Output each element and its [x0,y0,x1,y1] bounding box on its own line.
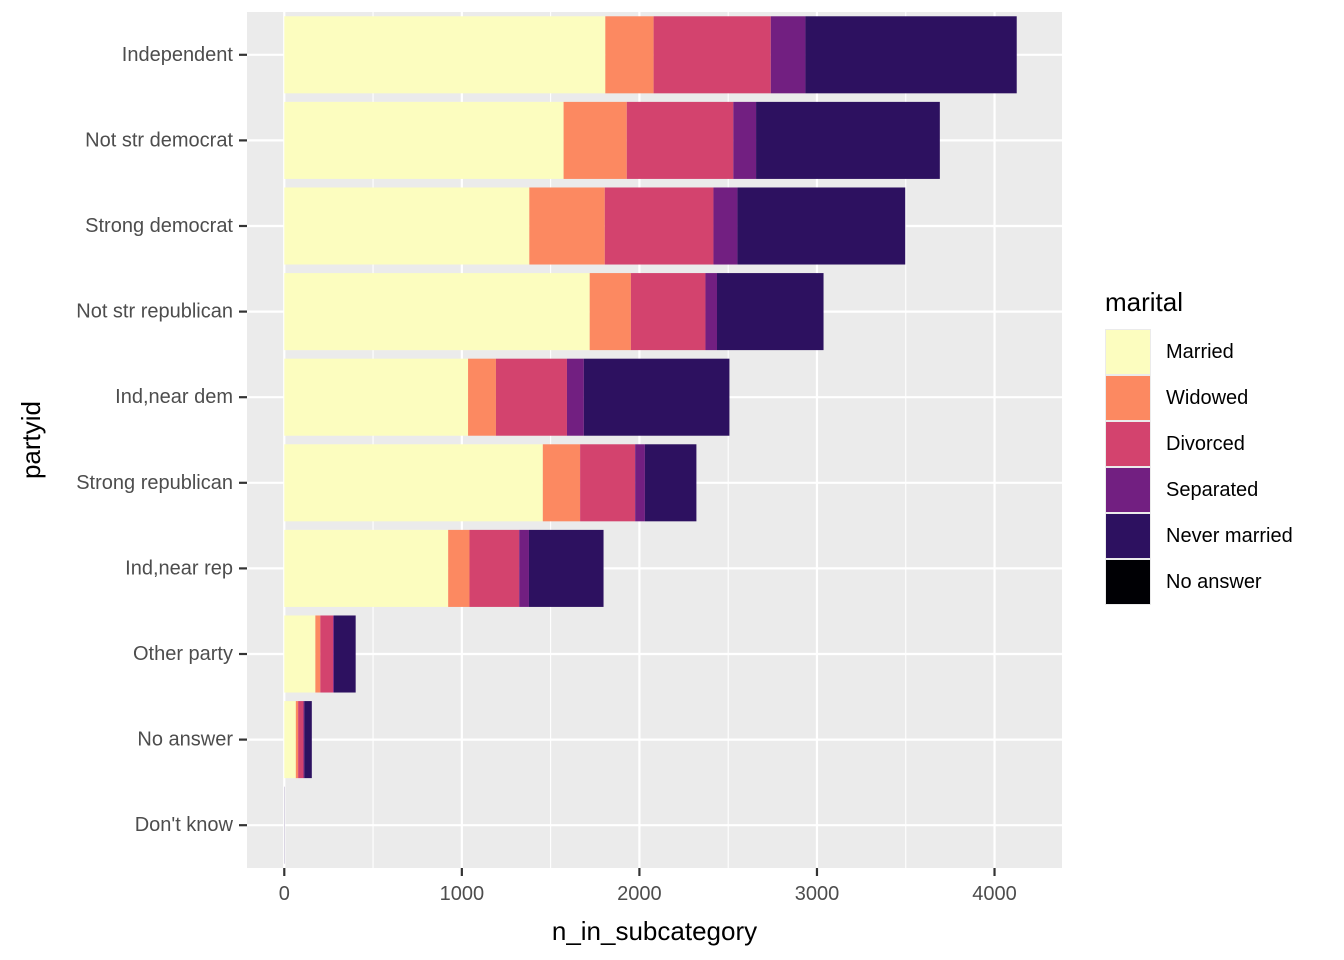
bar-segment-divorced [580,444,636,522]
bar-segment-never-married [717,273,824,351]
bar-segment-widowed [295,701,299,779]
bar-segment-widowed [529,187,605,265]
bar-segment-never-married [528,529,604,607]
legend-title: marital [1105,287,1183,317]
bar-segment-married [284,444,543,522]
bar-segment-married [284,529,449,607]
bar-segment-separated [733,101,757,179]
bar-segment-divorced [320,615,334,693]
x-axis: 0 1000 2000 3000 4000 [279,868,1017,905]
bar-segment-separated [713,187,738,265]
y-tick-label: Ind,near rep [125,557,233,579]
bar-segment-married [284,358,469,436]
legend-swatch-never-married [1106,514,1150,558]
bar-segment-divorced [495,358,567,436]
bar-segment-widowed [589,273,631,351]
x-tick-label: 0 [279,883,290,905]
bar-segment-married [284,701,296,779]
bar-segment-never-married [737,187,906,265]
y-axis-title: partyid [16,401,46,479]
bar-segment-separated [705,273,718,351]
x-axis-title: n_in_subcategory [552,916,757,946]
bar-segment-divorced [653,16,771,94]
bar-segment-widowed [468,358,496,436]
bar-segment-widowed [563,101,627,179]
bar-segment-divorced [630,273,706,351]
y-tick-label: Ind,near dem [115,386,233,408]
x-tick-label: 2000 [617,883,662,905]
y-axis: Independent Not str democrat Strong democr… [76,44,247,836]
legend-swatch-married [1106,330,1150,374]
legend-label-married: Married [1166,341,1234,363]
legend-items: Married Widowed Divorced Separated Never mar… [1105,329,1293,605]
bar-segment-separated [333,615,335,693]
bar-segment-never-married [644,444,697,522]
bar-segment-never-married [334,615,356,693]
x-tick-label: 4000 [972,883,1017,905]
bar-segment-divorced [469,529,520,607]
bar-segment-widowed [448,529,470,607]
y-tick-label: Strong democrat [85,215,233,237]
bar-segment-never-married [756,101,940,179]
bar-layer [284,16,1017,864]
legend-label-never-married: Never married [1166,525,1293,547]
x-tick-label: 1000 [440,883,485,905]
legend: marital Married Widowed Divorced Separated N… [1105,287,1293,605]
bar-segment-divorced [298,701,304,779]
bar-segment-separated [519,529,529,607]
y-tick-label: Other party [133,643,233,665]
bar-segment-married [284,273,590,351]
bar-segment-separated [770,16,806,94]
legend-swatch-no-answer [1106,560,1150,604]
legend-label-divorced: Divorced [1166,433,1245,455]
bar-segment-separated [303,701,305,779]
bar-segment-never-married [304,701,312,779]
bar-segment-married [284,16,606,94]
legend-swatch-separated [1106,468,1150,512]
bar-segment-widowed [605,16,654,94]
bar-segment-divorced [604,187,714,265]
bar-segment-separated [635,444,645,522]
y-tick-label: Not str republican [76,301,233,323]
bar-segment-divorced [626,101,734,179]
legend-swatch-divorced [1106,422,1150,466]
bar-segment-never-married [583,358,730,436]
bar-segment-never-married [805,16,1017,94]
bar-segment-married [284,101,564,179]
bar-segment-married [284,615,316,693]
y-tick-label: Don't know [135,814,234,836]
legend-label-widowed: Widowed [1166,387,1248,409]
bar-segment-married [284,187,530,265]
legend-swatch-widowed [1106,376,1150,420]
y-tick-label: Strong republican [76,472,233,494]
y-tick-label: No answer [137,729,233,751]
bar-segment-separated [566,358,584,436]
bar-segment-widowed [542,444,581,522]
y-tick-label: Not str democrat [85,129,233,151]
legend-label-separated: Separated [1166,479,1258,501]
y-tick-label: Independent [122,44,234,66]
legend-label-no-answer: No answer [1166,571,1262,593]
bar-segment-widowed [315,615,321,693]
x-tick-label: 3000 [795,883,840,905]
